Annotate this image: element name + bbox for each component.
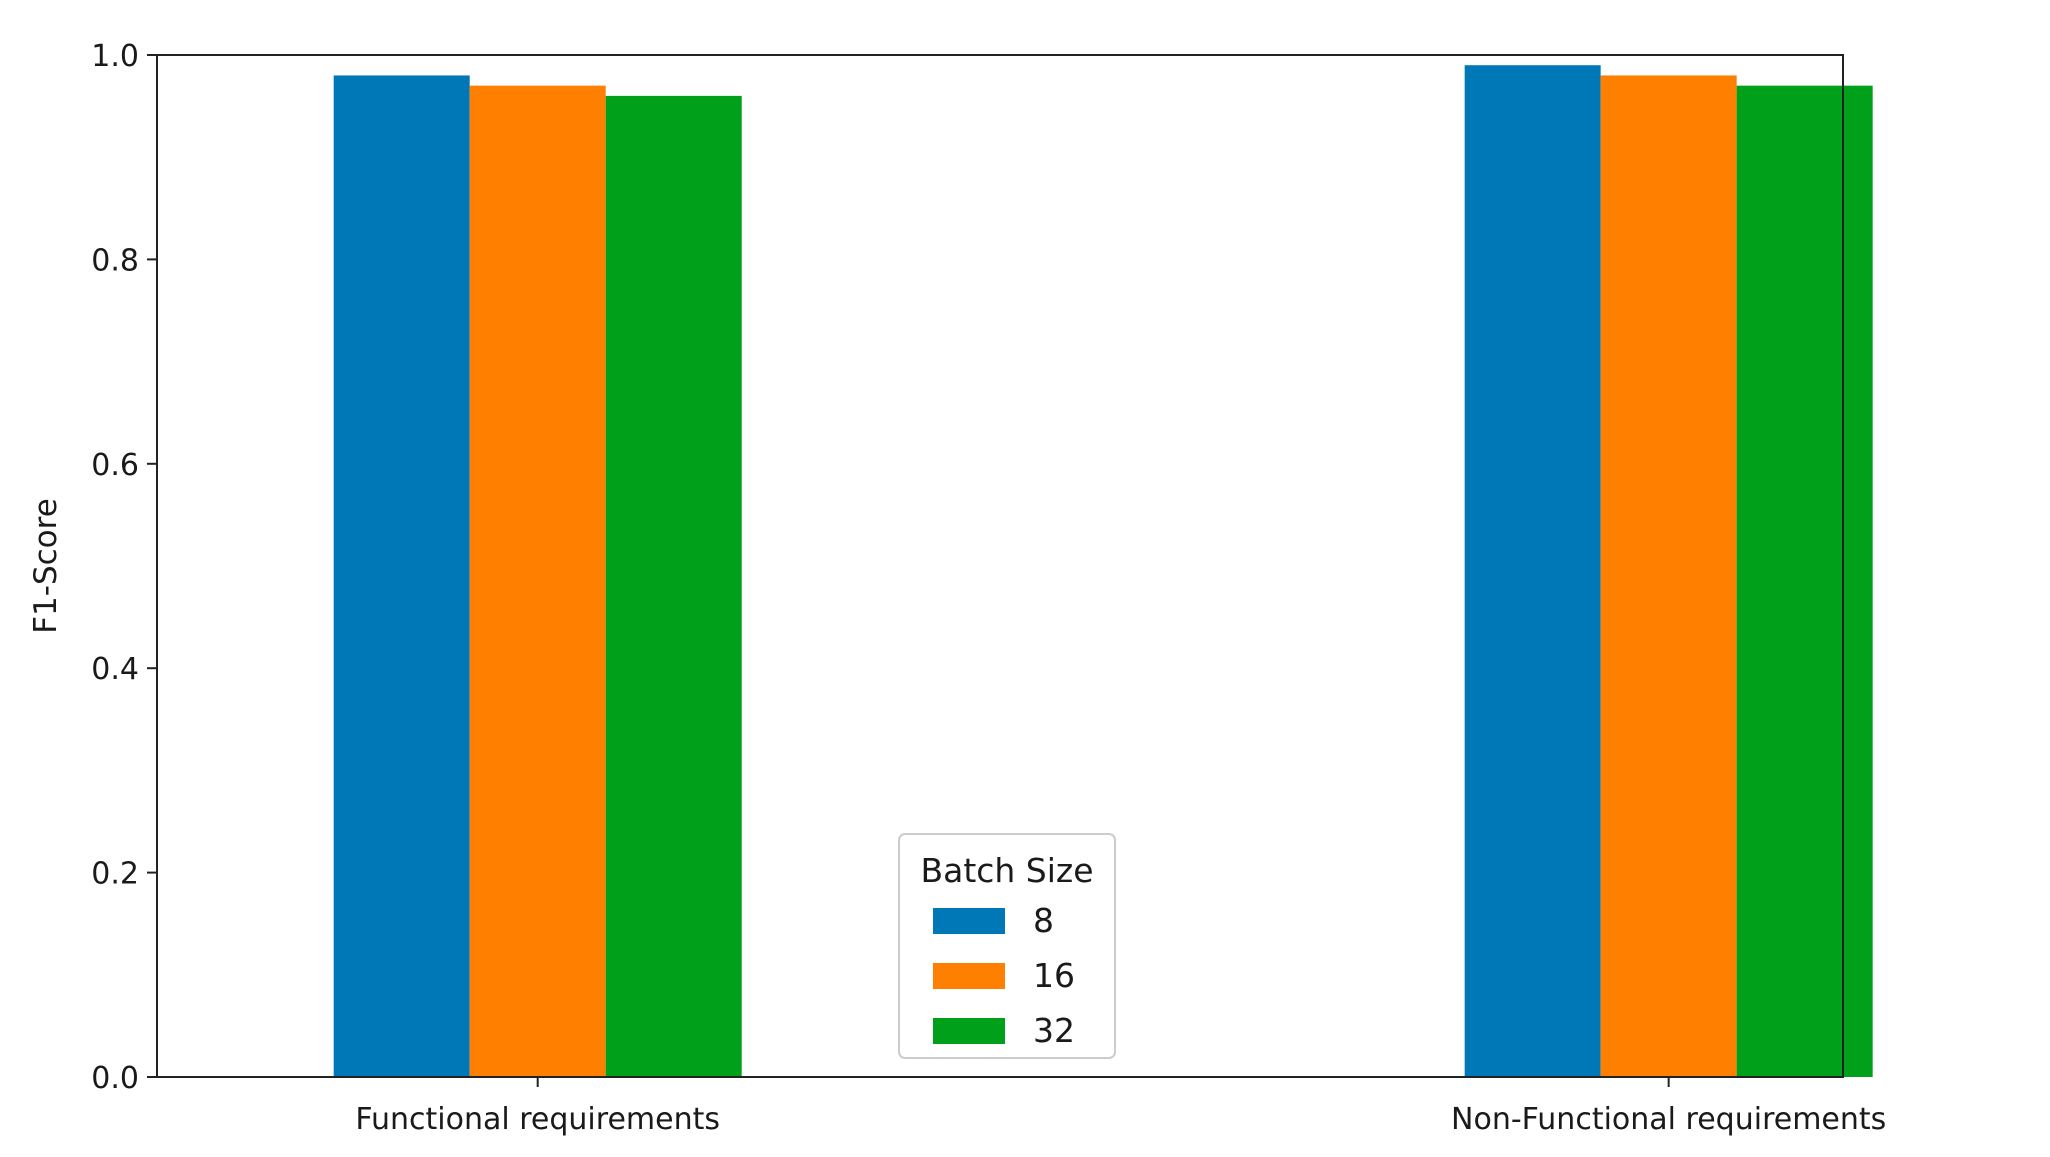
bar-16-1 — [1600, 75, 1737, 1077]
y-tick-label: 1.0 — [91, 39, 139, 74]
y-axis: 0.0 0.2 0.4 0.6 0.8 1.0 — [91, 39, 157, 1096]
bar-8-1 — [1464, 65, 1601, 1078]
bar-32-0 — [605, 95, 742, 1077]
x-tick-label: Non-Functional requirements — [1451, 1102, 1886, 1137]
legend-swatch-16 — [933, 963, 1005, 989]
legend-swatch-8 — [933, 908, 1005, 934]
y-tick-label: 0.6 — [91, 448, 139, 483]
bar-8-0 — [333, 75, 470, 1077]
legend-label-32: 32 — [1033, 1011, 1075, 1050]
legend-label-8: 8 — [1033, 901, 1054, 940]
y-tick-label: 0.0 — [91, 1061, 139, 1096]
legend-swatch-32 — [933, 1018, 1005, 1044]
x-tick-label: Functional requirements — [355, 1102, 720, 1137]
y-tick-label: 0.8 — [91, 243, 139, 278]
bar-32-1 — [1736, 85, 1873, 1077]
legend-title: Batch Size — [920, 851, 1093, 890]
y-axis-label: F1-Score — [28, 498, 64, 634]
bars-layer — [333, 65, 1873, 1078]
y-tick-label: 0.4 — [91, 652, 139, 687]
legend-box — [898, 833, 1116, 1059]
y-tick-label: 0.2 — [91, 857, 139, 892]
legend-label-16: 16 — [1033, 956, 1075, 995]
legend: Batch Size 8 16 32 — [898, 833, 1116, 1059]
bar-16-0 — [469, 85, 606, 1077]
x-axis: Functional requirements Non-Functional re… — [355, 1077, 1886, 1137]
axes-frame — [156, 54, 1844, 1078]
